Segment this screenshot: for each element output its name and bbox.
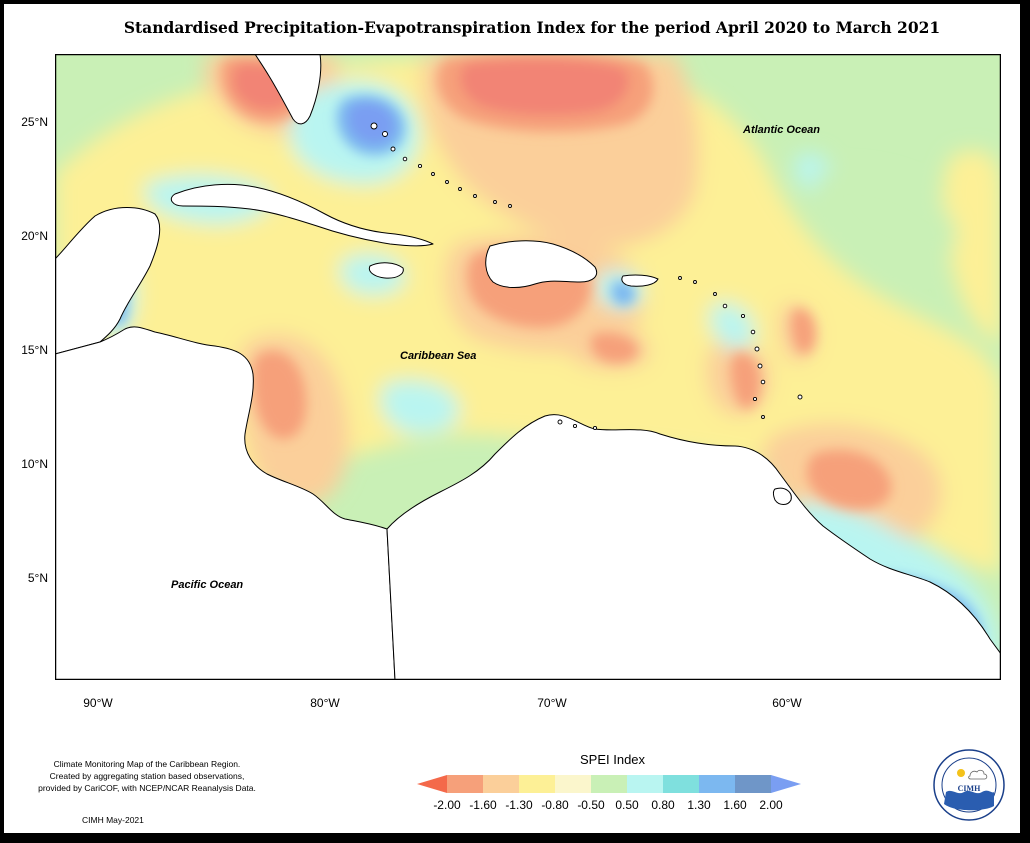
island — [693, 280, 697, 284]
legend-swatch — [735, 775, 772, 793]
label-atlantic-ocean: Atlantic Ocean — [743, 124, 821, 136]
credits-line: Created by aggregating station based obs… — [49, 771, 245, 781]
legend-swatch — [591, 775, 628, 793]
legend-tick-label: 0.80 — [651, 798, 675, 812]
island — [757, 363, 763, 369]
logo-text: CIMH — [958, 784, 981, 793]
spei-blue-puerto-rico — [611, 280, 636, 306]
map-border — [55, 54, 1001, 680]
land-masses — [55, 54, 1001, 680]
island — [760, 379, 766, 385]
legend-swatch — [483, 775, 520, 793]
legend-swatches — [417, 775, 801, 793]
credits-line: provided by CariCOF, with NCEP/NCAR Rean… — [38, 783, 256, 793]
island — [417, 163, 423, 169]
land-trinidad — [773, 487, 792, 505]
island — [508, 204, 512, 208]
island — [761, 415, 765, 419]
island — [473, 194, 477, 198]
legend-tick-label: -1.60 — [469, 798, 497, 812]
land-hispaniola — [485, 240, 598, 288]
island — [370, 122, 378, 130]
label-caribbean-sea: Caribbean Sea — [400, 350, 477, 362]
island — [557, 419, 563, 425]
spei-red-honduras — [252, 350, 307, 439]
island — [713, 292, 717, 296]
spei-red-north-core — [460, 58, 629, 116]
cloud-icon — [968, 769, 988, 780]
island — [572, 423, 578, 429]
lon-label-60w: 60°W — [772, 696, 802, 710]
spei-red-barbados — [791, 308, 816, 354]
legend-swatch-min — [417, 775, 447, 793]
island — [722, 303, 728, 309]
land-jamaica — [368, 262, 404, 279]
island — [750, 329, 756, 335]
figure-frame: Standardised Precipitation-Evapotranspir… — [4, 4, 1020, 833]
legend-tick-label: -0.80 — [541, 798, 569, 812]
lon-label-90w: 90°W — [83, 696, 113, 710]
legend-swatch — [699, 775, 736, 793]
legend-swatch — [447, 775, 484, 793]
legend-tick-label: 1.60 — [723, 798, 747, 812]
lat-label-15n: 15°N — [21, 343, 48, 357]
island — [390, 146, 396, 152]
spei-light-green-east — [815, 171, 957, 267]
island — [493, 200, 497, 204]
legend-tick-label: 1.30 — [687, 798, 711, 812]
island — [754, 346, 760, 352]
spei-cyan-southcentral — [380, 380, 460, 435]
lat-label-20n: 20°N — [21, 229, 48, 243]
land-cuba — [170, 183, 434, 247]
legend-tick-label: -0.50 — [577, 798, 605, 812]
spei-red-atlantic-se — [807, 450, 892, 510]
cimh-logo: CIMH — [933, 749, 1005, 821]
legend-tick-label: -1.30 — [505, 798, 533, 812]
spei-red-venezuela-patch — [590, 332, 639, 364]
legend-colorbar — [417, 775, 801, 793]
spei-yellow-east — [943, 150, 1001, 344]
island — [458, 187, 462, 191]
map-title: Standardised Precipitation-Evapotranspir… — [123, 18, 941, 37]
lon-label-70w: 70°W — [537, 696, 567, 710]
land-central-america — [55, 326, 396, 680]
legend-tick-label: 0.50 — [615, 798, 639, 812]
island — [797, 394, 803, 400]
label-pacific-ocean: Pacific Ocean — [171, 579, 244, 591]
waves-icon — [944, 790, 994, 811]
island — [402, 156, 408, 162]
land-florida — [254, 54, 322, 125]
credits-block: Climate Monitoring Map of the Caribbean … — [22, 758, 272, 794]
island — [431, 172, 435, 176]
land-south-america — [386, 414, 1001, 680]
credits-date: CIMH May-2021 — [82, 815, 144, 825]
legend-swatch-max — [771, 775, 801, 793]
legend-tick-label: 2.00 — [759, 798, 783, 812]
spei-map: Atlantic Ocean Caribbean Sea Pacific Oce… — [55, 54, 1001, 680]
lat-label-25n: 25°N — [21, 115, 48, 129]
land-puerto-rico — [621, 274, 659, 287]
legend-swatch — [663, 775, 700, 793]
legend-swatch — [555, 775, 592, 793]
map-canvas — [55, 54, 1001, 680]
lat-label-10n: 10°N — [21, 457, 48, 471]
lat-label-5n: 5°N — [27, 571, 48, 585]
island — [445, 180, 449, 184]
spei-red-windward — [730, 353, 761, 409]
island — [740, 313, 746, 319]
island — [592, 425, 598, 431]
island — [752, 396, 758, 402]
lon-label-80w: 80°W — [310, 696, 340, 710]
legend-swatch — [627, 775, 664, 793]
legend-tick-label: -2.00 — [433, 798, 461, 812]
sun-icon — [957, 769, 965, 777]
credits-line: Climate Monitoring Map of the Caribbean … — [53, 759, 241, 769]
legend-title: SPEI Index — [580, 752, 646, 767]
island — [678, 276, 682, 280]
legend-swatch — [519, 775, 556, 793]
island — [382, 131, 388, 137]
land-yucatan-mexico — [55, 207, 161, 355]
small-islands — [370, 122, 803, 431]
